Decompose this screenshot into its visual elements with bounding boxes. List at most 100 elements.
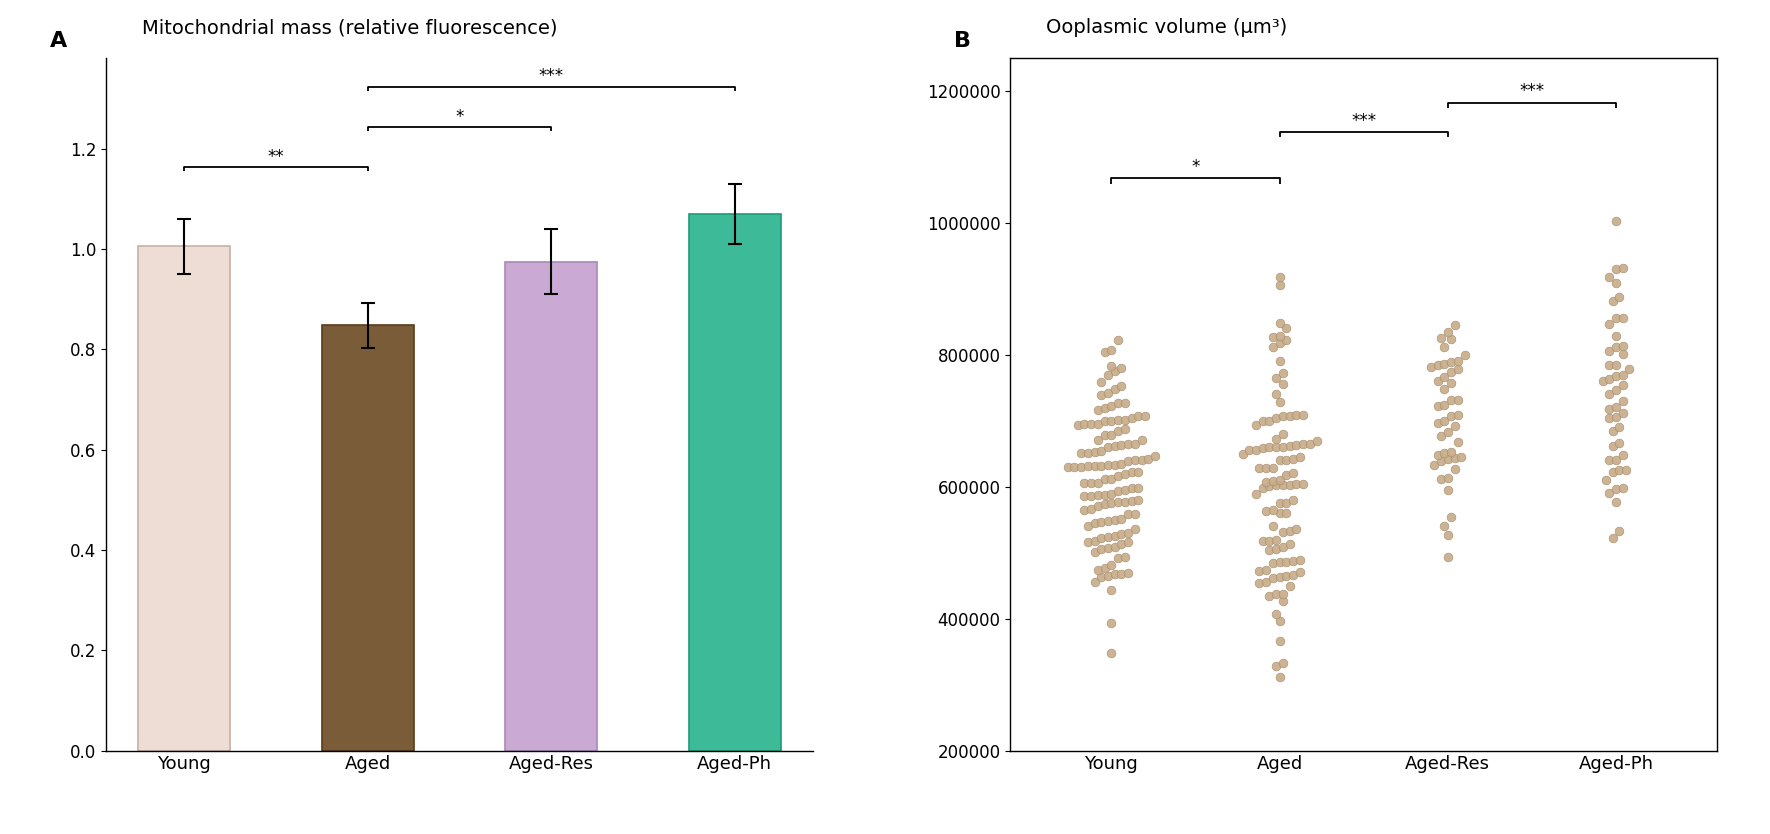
- Point: [1097, 616, 1126, 630]
- Point: [1591, 474, 1620, 487]
- Point: [1087, 570, 1115, 583]
- Point: [1605, 420, 1634, 434]
- Point: [1273, 454, 1301, 467]
- Point: [1101, 530, 1129, 543]
- Point: [1243, 443, 1271, 456]
- Point: [1258, 520, 1287, 533]
- Point: [1303, 434, 1331, 447]
- Point: [1248, 414, 1276, 428]
- Point: [1296, 437, 1324, 450]
- Point: [1104, 414, 1133, 427]
- Text: A: A: [50, 31, 67, 51]
- Point: [1434, 471, 1462, 485]
- Point: [1083, 417, 1112, 430]
- Point: [1083, 433, 1112, 446]
- Point: [1280, 452, 1308, 465]
- Point: [1110, 495, 1138, 508]
- Point: [1108, 512, 1136, 525]
- Point: [1076, 476, 1104, 490]
- Point: [1080, 535, 1108, 548]
- Point: [1430, 358, 1458, 371]
- Point: [1595, 317, 1623, 330]
- Point: [1090, 402, 1119, 415]
- Point: [1094, 530, 1122, 544]
- Point: [1266, 507, 1294, 520]
- Point: [1616, 362, 1644, 375]
- Point: [1605, 463, 1634, 476]
- Point: [1273, 570, 1301, 583]
- Point: [1266, 329, 1294, 342]
- Point: [1067, 446, 1096, 460]
- Text: Ooplasmic volume (μm³): Ooplasmic volume (μm³): [1046, 18, 1287, 38]
- Point: [1605, 525, 1634, 538]
- Point: [1076, 489, 1104, 502]
- Point: [1444, 354, 1473, 368]
- Point: [1437, 394, 1466, 407]
- Point: [1080, 445, 1108, 459]
- Point: [1269, 525, 1297, 539]
- Point: [1101, 540, 1129, 554]
- Point: [1602, 482, 1630, 495]
- Point: [1273, 469, 1301, 482]
- Point: [1258, 340, 1287, 354]
- Point: [1104, 484, 1133, 497]
- Point: [1605, 437, 1634, 450]
- Point: [1262, 432, 1290, 445]
- Point: [1243, 487, 1271, 500]
- Point: [1595, 388, 1623, 401]
- Point: [1609, 339, 1637, 353]
- Point: [1609, 348, 1637, 361]
- Point: [1142, 449, 1170, 462]
- Point: [1602, 329, 1630, 343]
- Point: [1248, 535, 1276, 548]
- Point: [1609, 481, 1637, 495]
- Point: [1266, 615, 1294, 628]
- Point: [1090, 414, 1119, 428]
- Point: [1609, 369, 1637, 382]
- Text: ***: ***: [538, 68, 563, 85]
- Point: [1598, 294, 1627, 307]
- Point: [1110, 414, 1138, 427]
- Point: [1423, 416, 1451, 430]
- Point: [1124, 481, 1152, 495]
- Point: [1127, 434, 1156, 447]
- Point: [1441, 462, 1469, 475]
- Text: *: *: [455, 108, 464, 126]
- Point: [1269, 409, 1297, 422]
- Point: [1243, 419, 1271, 432]
- Point: [1258, 556, 1287, 570]
- Point: [1246, 576, 1274, 590]
- Point: [1087, 389, 1115, 402]
- Point: [1104, 550, 1133, 564]
- Point: [1258, 475, 1287, 488]
- Point: [1108, 527, 1136, 540]
- Point: [1269, 540, 1297, 554]
- Point: [1087, 515, 1115, 529]
- Point: [1269, 427, 1297, 440]
- Point: [1083, 489, 1112, 502]
- Point: [1444, 363, 1473, 376]
- Point: [1251, 475, 1280, 489]
- Point: [1595, 359, 1623, 372]
- Point: [1420, 459, 1448, 472]
- Point: [1117, 412, 1145, 425]
- Point: [1612, 463, 1641, 476]
- Point: [1090, 497, 1119, 510]
- Point: [1255, 414, 1283, 428]
- Point: [1595, 403, 1623, 416]
- Point: [1094, 515, 1122, 528]
- Point: [1113, 526, 1142, 540]
- Point: [1113, 455, 1142, 468]
- Point: [1269, 656, 1297, 670]
- Point: [1273, 322, 1301, 335]
- Point: [1110, 467, 1138, 480]
- Point: [1276, 478, 1304, 491]
- Point: [1101, 439, 1129, 452]
- Point: [1080, 545, 1108, 559]
- Point: [1083, 499, 1112, 512]
- Point: [1248, 442, 1276, 455]
- Point: [1080, 575, 1108, 589]
- Point: [1094, 440, 1122, 454]
- Point: [1598, 465, 1627, 479]
- Point: [1094, 541, 1122, 555]
